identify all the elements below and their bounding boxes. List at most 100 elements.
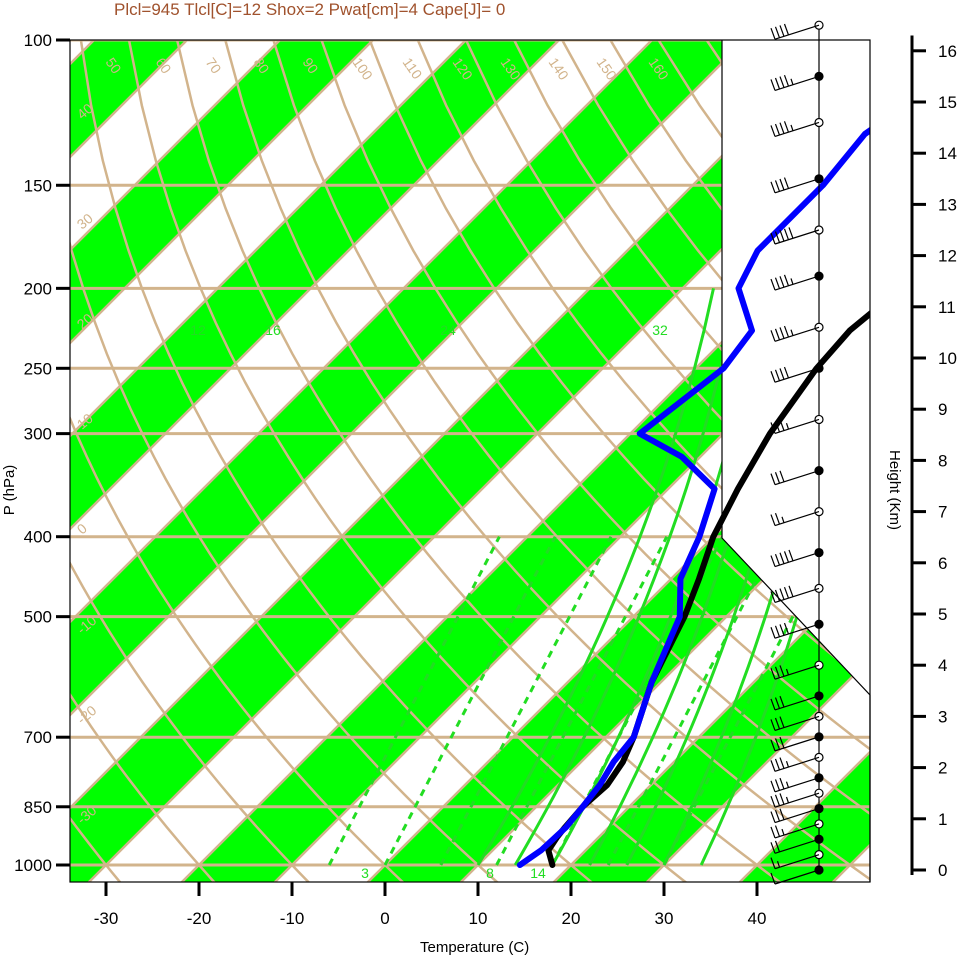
wind-barb-staff — [774, 178, 820, 194]
dry-adiabat — [175, 40, 782, 882]
wind-barb-feather — [783, 586, 790, 599]
wind-barb-staff — [774, 695, 820, 711]
wind-barb-feather — [770, 514, 776, 526]
wind-barb — [770, 117, 824, 138]
wind-barb-feather — [770, 719, 776, 731]
wind-barb — [770, 732, 824, 752]
y-tick-label: 850 — [24, 798, 52, 817]
wind-barb-feather — [783, 622, 790, 635]
wind-barb — [770, 691, 824, 711]
wind-barb-feather — [779, 777, 785, 790]
wind-barb-feather — [770, 698, 776, 711]
mixing-ratio-label: 8 — [486, 865, 494, 881]
y-tick-label: 1000 — [14, 856, 52, 875]
wind-barb-staff — [774, 551, 820, 568]
y-tick-label: 250 — [24, 359, 52, 378]
wind-barb-feather — [779, 695, 785, 708]
height-tick-label: 10 — [938, 349, 957, 368]
y-tick-label: 700 — [24, 728, 52, 747]
mixing-ratio-line — [606, 536, 780, 866]
wind-barb-feather — [770, 739, 776, 752]
wind-barb-staff — [774, 807, 820, 824]
y-tick-label: 400 — [24, 528, 52, 547]
wind-barb-feather — [779, 716, 785, 728]
wind-barb — [770, 752, 824, 772]
wind-barb-staff — [774, 792, 820, 808]
height-tick-label: 6 — [938, 554, 947, 573]
wind-barb-feather — [770, 181, 776, 194]
y-tick-label: 100 — [24, 31, 52, 50]
height-tick-label: 9 — [938, 400, 947, 419]
wind-barb-half-feather — [781, 516, 785, 523]
wind-barb-staff — [774, 623, 820, 639]
height-tick-label: 1 — [938, 810, 947, 829]
wind-barb-feather — [779, 76, 785, 88]
wind-barb-staff — [774, 777, 820, 793]
wind-barb — [770, 819, 824, 839]
y-tick-label: 300 — [24, 425, 52, 444]
wind-barb-feather — [770, 795, 776, 808]
wind-barb-feather — [770, 857, 776, 869]
wind-barb-feather — [770, 79, 776, 91]
wind-barb — [770, 834, 824, 854]
height-tick-label: 13 — [938, 195, 957, 214]
wind-panel-background — [722, 40, 961, 957]
wind-barb — [770, 547, 824, 568]
wind-barb — [770, 225, 824, 245]
mixing-ratio-line — [662, 536, 836, 866]
isotherm-band — [70, 40, 870, 882]
wind-barb — [770, 850, 824, 870]
wind-barb-staff — [774, 470, 820, 486]
wind-barb-feather — [783, 74, 790, 87]
mixing-ratio-line — [327, 536, 501, 866]
wind-barb-feather — [774, 231, 781, 243]
wind-barb-feather — [770, 872, 776, 885]
wind-barb-half-feather — [785, 781, 790, 788]
wind-barb-feather — [770, 278, 776, 291]
y-axis-title: P (hPa) — [1, 465, 18, 516]
wind-barb — [770, 788, 824, 808]
wind-barb-feather — [783, 121, 790, 133]
wind-barb-half-feather — [790, 329, 794, 336]
wind-barb-feather — [774, 717, 781, 730]
wind-barb-staff — [774, 664, 820, 680]
chart-title: Plcl=945 Tlcl[C]=12 Shox=2 Pwat[cm]=4 Ca… — [114, 0, 505, 19]
wind-barb — [770, 174, 824, 194]
moist-adiabat — [513, 288, 740, 866]
wind-barb-staff — [774, 418, 820, 435]
wind-barb-feather — [779, 736, 785, 749]
mixing-ratio-label: 32 — [652, 322, 668, 338]
wind-barb — [770, 773, 824, 793]
wind-barb-staff — [774, 24, 820, 40]
wind-barb-feather — [779, 470, 785, 483]
isotherm-line — [70, 40, 747, 717]
wind-barb-half-feather — [785, 760, 790, 768]
dry-adiabat-label: 110 — [400, 55, 426, 83]
mixing-ratio-line — [439, 536, 613, 866]
wind-barb-feather — [770, 842, 776, 854]
isotherm-line — [273, 285, 870, 882]
wind-barb-feather — [783, 366, 790, 379]
mixing-ratio-label: 12 — [190, 322, 206, 338]
isotherm-line — [70, 40, 282, 252]
dry-adiabat — [320, 40, 870, 751]
x-axis: -30 -20 -10 0 10 20 30 40 — [94, 882, 766, 928]
wind-barb-staff — [774, 367, 820, 383]
wind-barb-feather — [788, 549, 794, 562]
mixing-ratio-line — [495, 536, 669, 866]
wind-barb-feather — [770, 591, 776, 603]
x-tick-label: -20 — [187, 909, 212, 928]
wind-barb-half-feather — [790, 278, 794, 285]
wind-barb-feather — [779, 419, 785, 431]
wind-barb-staff — [774, 715, 820, 731]
wind-barb-feather — [770, 627, 776, 639]
dry-adiabat — [70, 239, 499, 882]
dry-adiabat-label: 70 — [203, 55, 225, 77]
wind-barb-feather — [774, 420, 781, 433]
mixing-ratio-label: 16 — [265, 322, 281, 338]
wind-barb-feather — [779, 178, 785, 191]
wind-barb-feather — [774, 512, 781, 525]
isotherm-line — [70, 40, 375, 345]
height-tick-label: 0 — [938, 861, 947, 880]
